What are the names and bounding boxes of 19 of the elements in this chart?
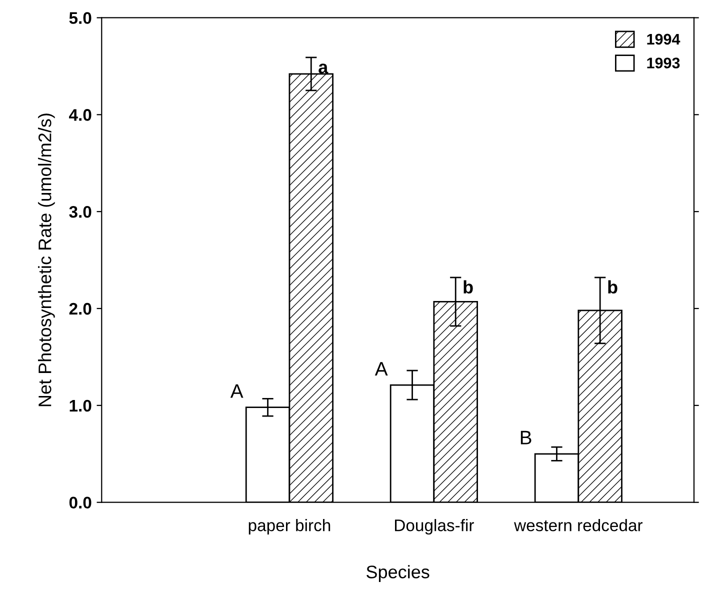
annotation: A	[230, 384, 244, 398]
y-tick-label: 4.0	[69, 109, 92, 121]
annotation: B	[520, 430, 532, 444]
y-tick-label: 0.0	[69, 496, 92, 509]
y-tick-label: 1.0	[70, 400, 92, 412]
y-tick-label: 5.0	[69, 12, 92, 24]
y-axis-title: Net Photosynthetic Rate (umol/m2/s)	[38, 114, 55, 406]
annotation: b	[464, 280, 473, 294]
annotation: b	[608, 280, 618, 294]
legend-label: 1994	[647, 34, 680, 45]
x-tick-label: Douglas-fir	[395, 519, 474, 535]
annotation: A	[374, 362, 388, 376]
legend-label: 1993	[647, 58, 680, 68]
y-tick-label: 2.0	[69, 302, 92, 315]
y-tick-label: 3.0	[69, 206, 92, 218]
x-tick-label: western redcedar	[514, 519, 643, 532]
annotation: a	[318, 64, 328, 74]
x-axis-title: Species	[366, 565, 430, 582]
x-tick-label: paper birch	[248, 519, 330, 535]
